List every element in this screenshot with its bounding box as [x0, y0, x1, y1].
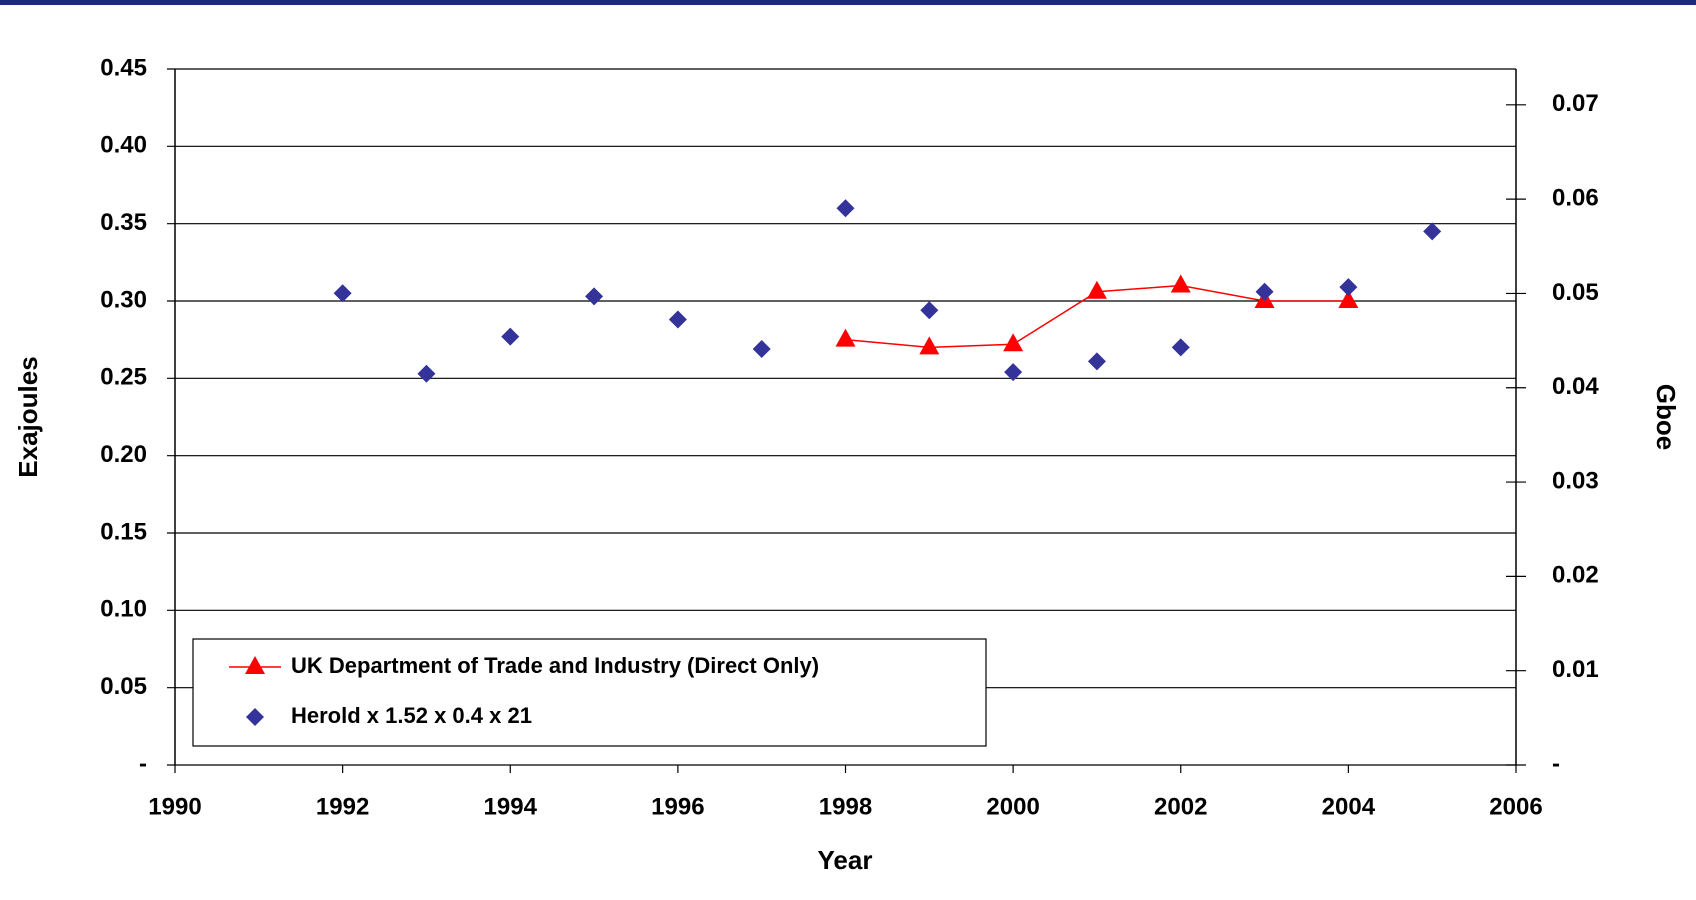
x-axis-title: Year — [818, 845, 873, 875]
data-point — [1170, 274, 1191, 293]
data-point — [417, 364, 436, 383]
top-band — [0, 0, 1696, 5]
legend-box — [192, 638, 987, 747]
y-tick-label: 0.20 — [100, 441, 147, 468]
y-tick-label: 0.30 — [100, 286, 147, 313]
data-point — [585, 287, 604, 306]
x-tick-label: 1998 — [819, 793, 872, 820]
x-tick-label: 1996 — [651, 793, 704, 820]
y2-tick-label: - — [1552, 750, 1560, 777]
x-tick-label: 2002 — [1154, 793, 1207, 820]
data-point — [919, 336, 940, 355]
data-point — [1086, 280, 1107, 299]
data-point — [835, 328, 856, 347]
data-point — [1003, 333, 1024, 352]
legend-marker — [245, 656, 265, 674]
data-point — [1339, 278, 1358, 297]
legend-label: Herold x 1.52 x 0.4 x 21 — [291, 703, 532, 728]
data-point — [333, 284, 352, 303]
y2-tick-label: 0.07 — [1552, 90, 1599, 117]
y-tick-label: 0.10 — [100, 596, 147, 623]
y-tick-label: 0.05 — [100, 673, 147, 700]
data-point — [668, 310, 687, 329]
y2-axis-title: Gboe — [1651, 384, 1681, 450]
y2-tick-label: 0.02 — [1552, 562, 1599, 589]
y-tick-label: - — [139, 750, 147, 777]
y2-tick-label: 0.03 — [1552, 467, 1599, 494]
y-axis-title: Exajoules — [13, 356, 43, 477]
x-tick-label: 2006 — [1489, 793, 1542, 820]
data-point — [1171, 338, 1190, 357]
x-tick-label: 1994 — [484, 793, 538, 820]
data-point — [501, 327, 520, 346]
y2-tick-label: 0.01 — [1552, 656, 1599, 683]
legend-marker — [246, 708, 264, 726]
data-point — [1338, 290, 1359, 308]
data-point — [1423, 222, 1442, 241]
data-point — [1255, 282, 1274, 301]
y-tick-label: 0.40 — [100, 132, 147, 159]
y-tick-label: 0.15 — [100, 518, 147, 545]
data-point — [836, 199, 855, 218]
x-tick-label: 1992 — [316, 793, 369, 820]
y2-tick-label: 0.06 — [1552, 184, 1599, 211]
data-point — [752, 339, 771, 358]
y-tick-label: 0.25 — [100, 364, 147, 391]
legend-label: UK Department of Trade and Industry (Dir… — [291, 653, 819, 678]
data-point — [920, 301, 939, 320]
x-tick-label: 1990 — [148, 793, 201, 820]
data-point — [1004, 363, 1023, 382]
data-point — [1087, 352, 1106, 371]
y2-tick-label: 0.05 — [1552, 279, 1599, 306]
y-tick-label: 0.35 — [100, 209, 147, 236]
y-tick-label: 0.45 — [100, 54, 147, 81]
y2-tick-label: 0.04 — [1552, 373, 1599, 400]
x-tick-label: 2000 — [986, 793, 1039, 820]
x-tick-label: 2004 — [1322, 793, 1376, 820]
